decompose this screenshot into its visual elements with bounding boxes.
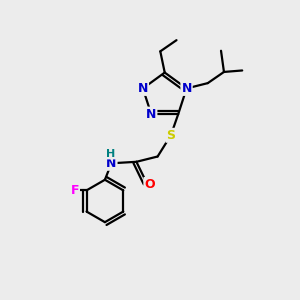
Text: H: H (106, 149, 116, 159)
Text: N: N (138, 82, 148, 95)
Text: N: N (182, 82, 192, 95)
Text: S: S (167, 129, 176, 142)
Text: F: F (70, 184, 79, 197)
Text: N: N (106, 157, 117, 170)
Text: N: N (146, 108, 156, 121)
Text: O: O (144, 178, 155, 191)
